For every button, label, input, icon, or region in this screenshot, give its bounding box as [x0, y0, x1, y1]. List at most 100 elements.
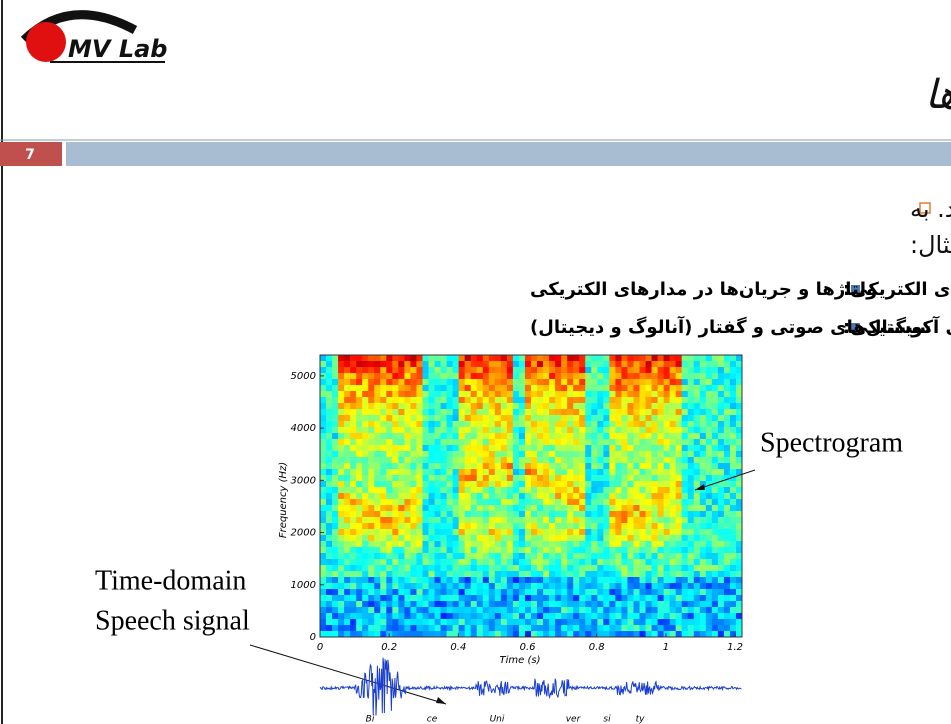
spectrogram-cell	[465, 505, 472, 512]
spectrogram-cell	[603, 517, 610, 524]
spectrogram-cell	[621, 439, 628, 446]
spectrogram-cell	[652, 577, 659, 584]
spectrogram-cell	[627, 595, 634, 602]
spectrogram-cell	[555, 547, 562, 554]
spectrogram-cell	[489, 415, 496, 422]
spectrogram-cell	[483, 397, 490, 404]
spectrogram-cell	[386, 403, 393, 410]
spectrogram-cell	[603, 367, 610, 374]
spectrogram-cell	[646, 505, 653, 512]
spectrogram-cell	[338, 391, 345, 398]
spectrogram-cell	[416, 595, 423, 602]
spectrogram-cell	[386, 481, 393, 488]
spectrogram-cell	[591, 535, 598, 542]
spectrogram-cell	[447, 577, 454, 584]
spectrogram-cell	[374, 373, 381, 380]
spectrogram-cell	[609, 391, 616, 398]
spectrogram-cell	[441, 367, 448, 374]
spectrogram-cell	[603, 523, 610, 530]
spectrogram-cell	[730, 361, 737, 368]
spectrogram-cell	[597, 571, 604, 578]
spectrogram-cell	[561, 403, 568, 410]
spectrogram-cell	[356, 493, 363, 500]
spectrogram-cell	[694, 391, 701, 398]
spectrogram-cell	[513, 523, 520, 530]
spectrogram-cell	[676, 493, 683, 500]
spectrogram-cell	[374, 505, 381, 512]
spectrogram-cell	[531, 601, 538, 608]
spectrogram-cell	[712, 595, 719, 602]
spectrogram-cell	[447, 601, 454, 608]
spectrogram-cell	[489, 583, 496, 590]
spectrogram-cell	[477, 553, 484, 560]
spectrogram-cell	[603, 427, 610, 434]
spectrogram-cell	[591, 517, 598, 524]
spectrogram-cell	[591, 475, 598, 482]
spectrogram-cell	[320, 403, 327, 410]
x-tick-label: 0	[317, 642, 323, 653]
spectrogram-cell	[410, 517, 417, 524]
spectrogram-cell	[676, 613, 683, 620]
spectrogram-cell	[555, 553, 562, 560]
spectrogram-cell	[694, 577, 701, 584]
spectrogram-cell	[392, 451, 399, 458]
spectrogram-cell	[724, 445, 731, 452]
spectrogram-cell	[507, 379, 514, 386]
spectrogram-cell	[694, 469, 701, 476]
spectrogram-cell	[453, 463, 460, 470]
spectrogram-cell	[621, 625, 628, 632]
spectrogram-cell	[549, 619, 556, 626]
spectrogram-cell	[410, 595, 417, 602]
spectrogram-cell	[435, 535, 442, 542]
spectrogram-cell	[712, 553, 719, 560]
spectrogram-cell	[609, 427, 616, 434]
spectrogram-cell	[386, 547, 393, 554]
spectrogram-cell	[350, 415, 357, 422]
spectrogram-cell	[495, 475, 502, 482]
spectrogram-cell	[718, 409, 725, 416]
spectrogram-cell	[567, 625, 574, 632]
spectrogram-cell	[621, 493, 628, 500]
spectrogram-cell	[380, 391, 387, 398]
spectrogram-cell	[567, 391, 574, 398]
spectrogram-cell	[615, 505, 622, 512]
spectrogram-cell	[537, 565, 544, 572]
spectrogram-cell	[501, 547, 508, 554]
spectrogram-cell	[664, 625, 671, 632]
spectrogram-cell	[640, 511, 647, 518]
spectrogram-cell	[615, 571, 622, 578]
spectrogram-cell	[435, 607, 442, 614]
spectrogram-cell	[694, 601, 701, 608]
spectrogram-cell	[441, 391, 448, 398]
spectrogram-cell	[609, 607, 616, 614]
spectrogram-cell	[459, 511, 466, 518]
spectrogram-cell	[416, 565, 423, 572]
spectrogram-cell	[537, 571, 544, 578]
spectrogram-cell	[543, 415, 550, 422]
spectrogram-cell	[356, 457, 363, 464]
spectrogram-cell	[501, 523, 508, 530]
spectrogram-cell	[495, 553, 502, 560]
spectrogram-cell	[676, 451, 683, 458]
spectrogram-cell	[700, 415, 707, 422]
spectrogram-cell	[435, 427, 442, 434]
spectrogram-cell	[537, 559, 544, 566]
spectrogram-cell	[429, 427, 436, 434]
spectrogram-cell	[465, 385, 472, 392]
spectrogram-cell	[344, 595, 351, 602]
spectrogram-cell	[404, 463, 411, 470]
spectrogram-cell	[483, 373, 490, 380]
spectrogram-cell	[652, 553, 659, 560]
spectrogram-cell	[597, 487, 604, 494]
spectrogram-cell	[332, 445, 339, 452]
spectrogram-cell	[724, 421, 731, 428]
syllable-label: Uni	[490, 715, 505, 724]
spectrogram-cell	[356, 367, 363, 374]
spectrogram-cell	[368, 547, 375, 554]
spectrogram-cell	[453, 565, 460, 572]
spectrogram-cell	[362, 463, 369, 470]
spectrogram-cell	[453, 475, 460, 482]
spectrogram-cell	[435, 583, 442, 590]
spectrogram-cell	[567, 385, 574, 392]
spectrogram-cell	[429, 391, 436, 398]
